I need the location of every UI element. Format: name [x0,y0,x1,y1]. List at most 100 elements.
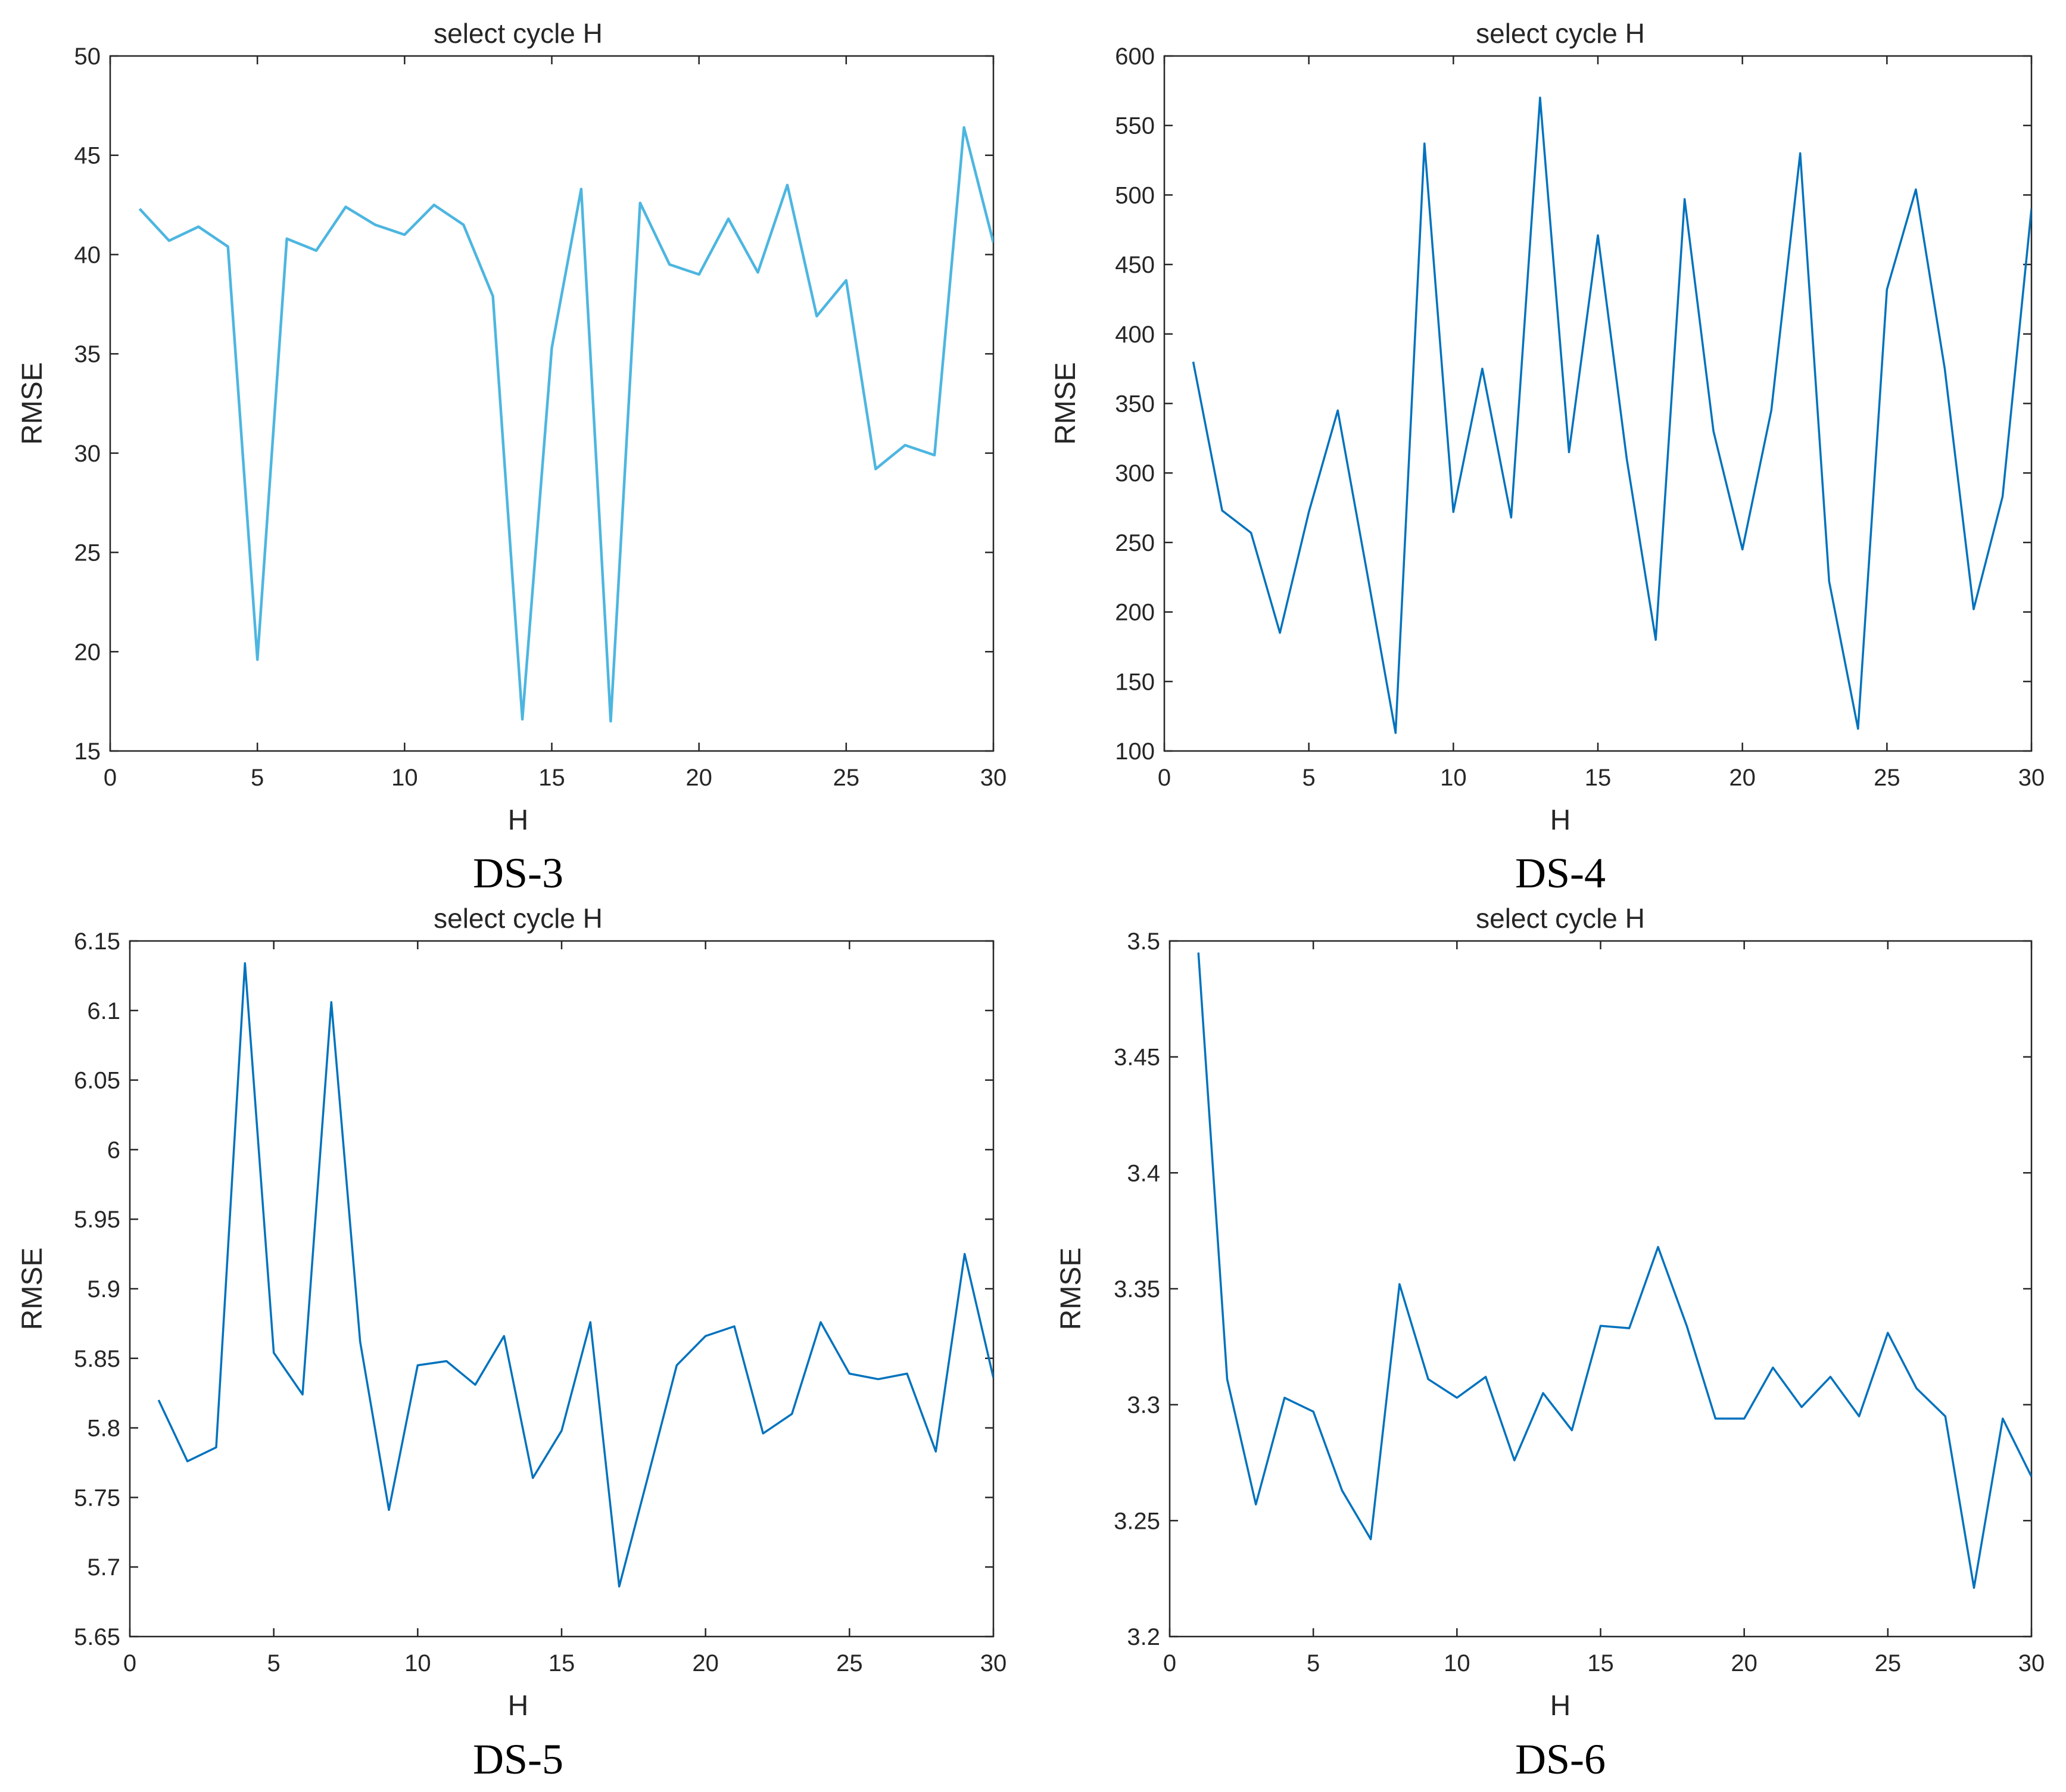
x-tick-label: 20 [692,1650,719,1676]
data-point [491,294,495,298]
data-point [963,1252,967,1256]
data-point [138,207,141,211]
chart-panel-4: 0 5 10 15 20 25 30 3.2 3.25 3.3 3.35 3.4 3.45 3.5 sele… [1055,903,2045,1783]
y-tick-label: 600 [1115,43,1155,70]
data-point [1365,569,1369,572]
chart-panel-1: 0 5 10 15 20 25 30 15 20 25 30 35 40 45 50 select cycle… [17,18,1006,897]
plot-frame [1168,940,2033,1638]
data-point [1509,516,1513,519]
data-point [1307,510,1311,514]
y-tick-label: 300 [1115,460,1155,487]
data-point [1943,367,1946,370]
plot-frame [129,940,995,1638]
data-point [462,223,465,226]
data-point [1484,1375,1488,1379]
data-point [1943,1414,1947,1418]
series-line [157,962,993,1588]
data-point [1685,1324,1688,1327]
data-point [329,1001,333,1004]
y-tick-label: 5.8 [87,1416,120,1442]
x-axis-label: H [508,1690,529,1722]
data-point [675,1363,678,1367]
data-point [992,241,995,244]
x-tick-label: 5 [251,765,264,791]
x-tick-label: 25 [836,1650,863,1676]
plot-frame [1163,55,2033,752]
data-point [2030,207,2033,211]
x-tick-label: 25 [833,765,860,791]
y-tick-label: 15 [74,738,101,765]
data-point [1283,1396,1286,1400]
data-point [1311,1410,1315,1413]
x-tick-label: 10 [1444,1650,1470,1676]
series-line [1192,96,2031,734]
panel-caption: DS-3 [473,849,563,897]
y-tick-label: 5.65 [74,1624,120,1650]
x-axis-label: H [1550,1690,1571,1722]
y-tick-label: 500 [1115,182,1155,208]
x-tick-label: 15 [538,765,565,791]
data-point [272,1351,276,1354]
data-point [638,201,642,205]
y-tick-label: 3.25 [1114,1508,1160,1534]
data-point [905,1372,909,1375]
data-point [1336,409,1339,412]
y-axis-label: RMSE [17,1248,48,1330]
data-point [962,126,966,129]
data-point [1683,197,1687,201]
y-tick-label: 6.05 [74,1068,120,1094]
y-tick-label: 5.7 [87,1554,120,1581]
y-tick-label: 35 [74,341,101,367]
y-tick-label: 50 [74,43,101,70]
data-point [934,1450,937,1453]
data-point [704,1334,708,1338]
data-point [1599,1324,1603,1327]
data-point [243,961,247,965]
y-tick-label: 450 [1115,252,1155,278]
data-point [301,1393,304,1397]
data-point [1426,1377,1430,1381]
chart-title: select cycle H [1476,18,1645,49]
x-tick-label: 30 [980,1650,1007,1676]
data-point [1800,1405,1803,1409]
data-point [1220,509,1224,512]
data-point [226,245,230,248]
y-tick-label: 250 [1115,530,1155,556]
x-tick-label: 15 [549,1650,575,1676]
data-point [2030,1475,2033,1478]
data-point [1914,188,1918,191]
data-point [2000,495,2004,498]
data-point [1972,1586,1976,1590]
data-point [761,1432,765,1435]
data-point [2001,1417,2005,1420]
data-point [1743,1417,1746,1420]
plot-frame [109,55,995,752]
y-tick-label: 400 [1115,322,1155,348]
y-axis-label: RMSE [17,362,48,445]
data-point [1278,631,1282,635]
y-tick-label: 3.5 [1127,928,1160,955]
data-point [214,1445,218,1449]
data-point [314,249,318,253]
data-point [416,1363,419,1367]
panel-caption: DS-4 [1515,849,1606,897]
y-tick-label: 6.15 [74,928,120,955]
data-point [1481,367,1484,370]
data-point [579,187,583,191]
data-point [1513,1458,1516,1462]
y-tick-label: 30 [74,441,101,467]
x-tick-label: 0 [104,765,117,791]
data-point [550,346,554,350]
y-tick-label: 5.85 [74,1346,120,1372]
data-point [1628,1326,1631,1330]
y-tick-label: 550 [1115,113,1155,139]
data-point [1886,1331,1890,1335]
data-point [903,444,907,447]
data-point [1741,548,1744,551]
x-tick-label: 5 [267,1650,281,1676]
x-axis-label: H [508,805,529,836]
data-point [1625,457,1629,461]
data-point [1192,360,1195,363]
data-point [786,183,789,187]
data-point [697,273,701,276]
